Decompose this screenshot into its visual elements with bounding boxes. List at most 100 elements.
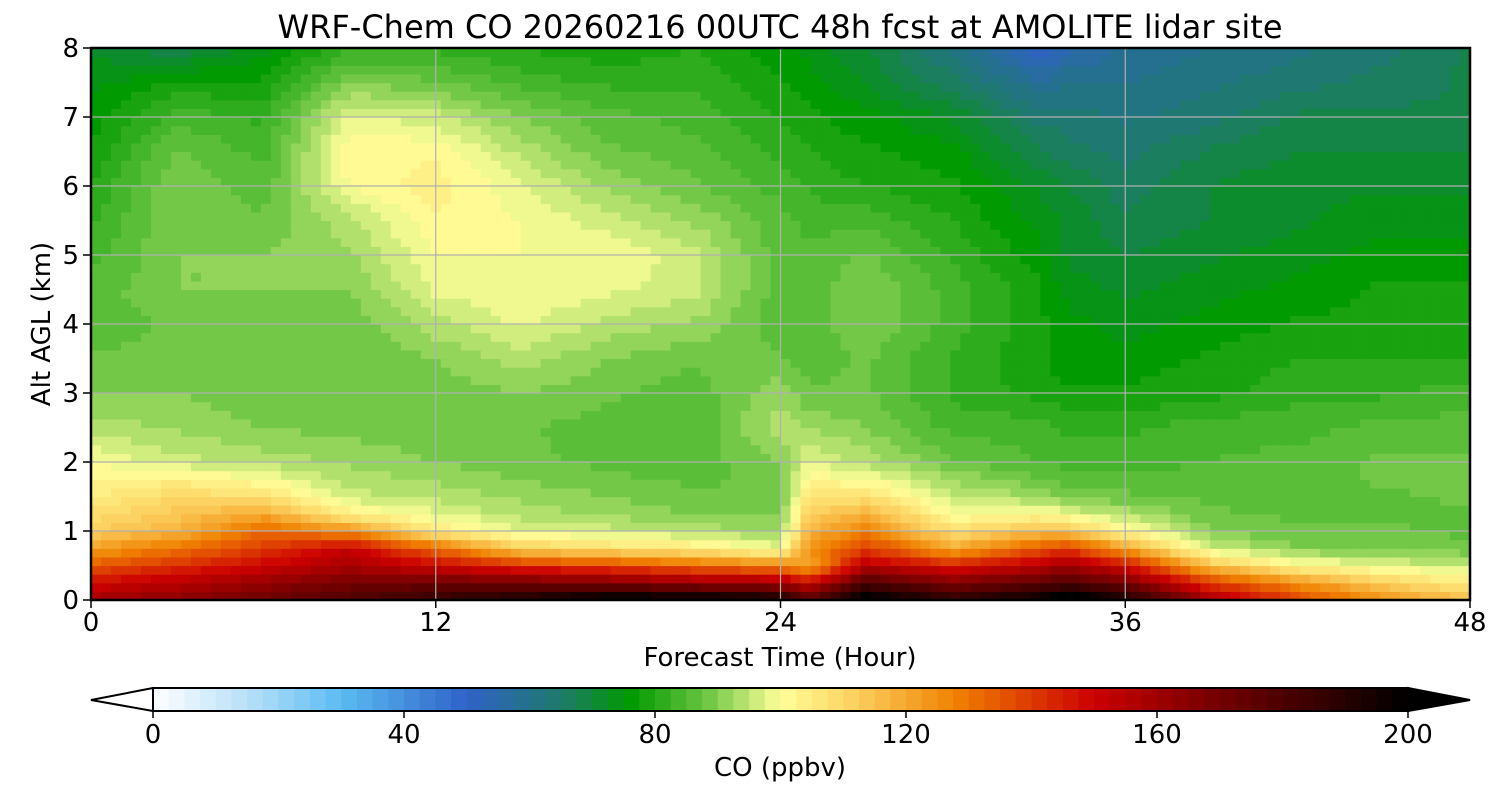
heatmap-cell [830, 444, 842, 454]
heatmap-cell [160, 479, 172, 489]
heatmap-cell [1000, 453, 1011, 463]
heatmap-cell [1360, 341, 1371, 351]
heatmap-cell [980, 565, 991, 575]
heatmap-cell [1020, 358, 1031, 368]
heatmap-cell [370, 548, 382, 558]
heatmap-cell [530, 496, 542, 506]
heatmap-cell [1290, 427, 1301, 437]
heatmap-cell [340, 565, 352, 575]
heatmap-cell [450, 539, 462, 549]
heatmap-cell [400, 306, 412, 316]
heatmap-cell [920, 444, 931, 454]
heatmap-cell [490, 453, 502, 463]
heatmap-cell [1340, 444, 1351, 454]
heatmap-cell [1110, 298, 1121, 308]
heatmap-cell [870, 306, 882, 316]
heatmap-cell [640, 453, 652, 463]
heatmap-cell [1440, 289, 1451, 299]
heatmap-cell [1010, 462, 1021, 472]
heatmap-cell [420, 298, 432, 308]
heatmap-cell [770, 462, 782, 472]
heatmap-cell [210, 522, 222, 532]
heatmap-cell [190, 418, 202, 429]
heatmap-cell [310, 367, 322, 377]
heatmap-cell [1300, 401, 1311, 411]
heatmap-cell [930, 531, 941, 541]
heatmap-cell [810, 487, 822, 498]
heatmap-cell [960, 565, 971, 575]
heatmap-cell [210, 393, 222, 403]
heatmap-cell [650, 410, 662, 420]
heatmap-cell [1200, 427, 1211, 437]
heatmap-cell [1420, 367, 1431, 377]
heatmap-cell [500, 462, 512, 472]
heatmap-cell [140, 401, 152, 411]
heatmap-cell [500, 341, 512, 351]
heatmap-cell [1030, 289, 1041, 299]
heatmap-cell [590, 289, 602, 299]
heatmap-cell [1210, 444, 1221, 454]
heatmap-cell [710, 487, 722, 498]
heatmap-cell [600, 332, 612, 342]
heatmap-cell [640, 470, 652, 480]
heatmap-cell [1350, 341, 1361, 351]
heatmap-cell [180, 349, 192, 360]
heatmap-cell [450, 306, 462, 316]
heatmap-cell [600, 315, 612, 325]
heatmap-cell [990, 513, 1001, 523]
heatmap-cell [200, 505, 212, 515]
heatmap-cell [450, 427, 462, 437]
heatmap-cell [470, 306, 482, 316]
heatmap-cell [440, 479, 452, 489]
heatmap-cell [700, 531, 712, 541]
heatmap-cell [780, 582, 792, 592]
heatmap-cell [260, 306, 272, 316]
heatmap-cell [1210, 565, 1221, 575]
heatmap-cell [1230, 470, 1241, 480]
heatmap-cell [970, 444, 981, 454]
heatmap-cell [450, 444, 462, 454]
heatmap-cell [100, 462, 112, 472]
heatmap-cell [1140, 341, 1151, 351]
heatmap-cell [1410, 427, 1421, 437]
heatmap-cell [1260, 556, 1271, 567]
heatmap-cell [1370, 444, 1381, 454]
heatmap-cell [230, 298, 242, 308]
heatmap-cell [1190, 462, 1201, 472]
heatmap-cell [970, 306, 981, 316]
heatmap-cell [1150, 539, 1161, 549]
heatmap-cell [700, 487, 712, 498]
heatmap-cell [220, 539, 232, 549]
heatmap-cell [530, 591, 542, 600]
heatmap-cell [1070, 539, 1081, 549]
heatmap-cell [490, 410, 502, 420]
heatmap-cell [1410, 462, 1421, 472]
heatmap-cell [1260, 393, 1271, 403]
heatmap-cell [1440, 453, 1451, 463]
heatmap-cell [280, 470, 292, 480]
heatmap-cell [730, 384, 742, 394]
heatmap-cell [1050, 496, 1061, 506]
heatmap-cell [1330, 367, 1341, 377]
heatmap-cell [820, 556, 832, 567]
heatmap-cell [1360, 505, 1371, 515]
heatmap-cell [290, 332, 302, 342]
heatmap-cell [340, 375, 352, 385]
heatmap-cell [1000, 401, 1011, 411]
heatmap-cell [870, 384, 882, 394]
heatmap-cell [840, 522, 852, 532]
heatmap-cell [900, 298, 911, 308]
heatmap-cell [1050, 574, 1061, 584]
heatmap-cell [960, 418, 971, 429]
heatmap-cell [1100, 410, 1111, 420]
heatmap-cell [420, 462, 432, 472]
heatmap-cell [540, 324, 552, 334]
heatmap-cell [200, 539, 212, 549]
heatmap-cell [420, 418, 432, 429]
heatmap-cell [630, 548, 642, 558]
heatmap-cell [1220, 513, 1231, 523]
heatmap-cell [350, 349, 362, 360]
heatmap-cell [1410, 574, 1421, 584]
heatmap-cell [1310, 418, 1321, 429]
heatmap-cell [1010, 505, 1021, 515]
